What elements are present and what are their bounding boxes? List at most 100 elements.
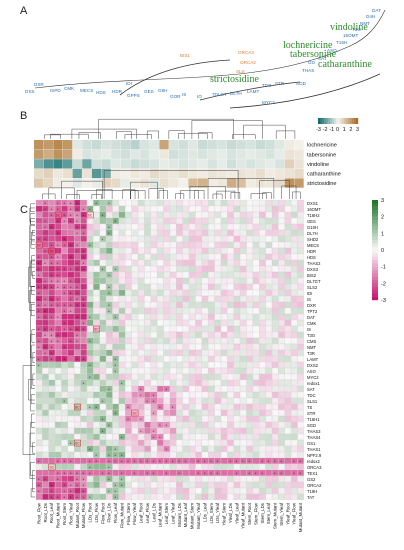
gene-cell bbox=[208, 379, 215, 386]
significance-mark: * bbox=[63, 357, 65, 362]
significance-mark: * bbox=[70, 297, 72, 302]
gene-cell bbox=[246, 463, 253, 470]
gene-cell bbox=[220, 241, 228, 248]
gene-cell bbox=[259, 331, 266, 338]
gene-cell bbox=[42, 301, 49, 308]
gene-cell bbox=[220, 427, 228, 434]
gene-cell bbox=[240, 445, 247, 452]
gene-cell bbox=[80, 367, 87, 374]
gene-cell bbox=[125, 463, 132, 470]
pathway-gene-is: IS bbox=[182, 92, 186, 97]
gene-cell bbox=[125, 379, 132, 386]
significance-mark: * bbox=[108, 291, 110, 296]
significance-mark: * bbox=[300, 471, 302, 476]
gene-cell bbox=[252, 313, 260, 320]
gene-cell bbox=[176, 271, 183, 278]
gene-cell bbox=[125, 481, 132, 488]
gene-cell bbox=[118, 289, 126, 296]
gene-cell bbox=[67, 445, 75, 452]
pathway-gene-str: STR bbox=[275, 81, 285, 86]
gene-cell bbox=[138, 475, 145, 482]
gene-cell bbox=[189, 355, 196, 362]
significance-mark: * bbox=[51, 489, 53, 494]
metabolite-cell bbox=[236, 149, 246, 159]
gene-cell bbox=[99, 283, 107, 290]
gene-cell bbox=[93, 475, 100, 482]
gene-cell bbox=[118, 265, 126, 272]
gene-cell bbox=[291, 421, 298, 428]
gene-cell bbox=[42, 253, 49, 260]
gene-column-label: Stem_Flow bbox=[253, 502, 258, 525]
significance-mark: * bbox=[217, 471, 219, 476]
gene-cell bbox=[252, 325, 260, 332]
significance-mark: * bbox=[57, 231, 59, 236]
gene-cell bbox=[297, 319, 304, 326]
gene-cell bbox=[61, 271, 68, 278]
significance-mark: * bbox=[108, 309, 110, 314]
gene-cell bbox=[240, 409, 247, 416]
gene-cell bbox=[297, 271, 304, 278]
gene-cell bbox=[214, 247, 221, 254]
gene-cell bbox=[118, 349, 126, 356]
gene-cell bbox=[240, 205, 247, 212]
gene-cell bbox=[131, 241, 138, 248]
gene-cell bbox=[233, 439, 241, 446]
gene-cell bbox=[201, 241, 209, 248]
gene-cell bbox=[214, 421, 221, 428]
metabolite-cell bbox=[72, 178, 82, 188]
gene-cell bbox=[163, 361, 170, 368]
gene-cell bbox=[297, 415, 304, 422]
gene-cell bbox=[227, 415, 234, 422]
gene-cell bbox=[220, 391, 228, 398]
gene-cell bbox=[227, 343, 234, 350]
gene-cell bbox=[55, 229, 62, 236]
gene-cell bbox=[227, 385, 234, 392]
gene-row-label: DAT bbox=[307, 315, 316, 320]
gene-cell bbox=[278, 247, 285, 254]
gene-cell bbox=[99, 481, 107, 488]
gene-cell bbox=[208, 307, 215, 314]
significance-mark: * bbox=[83, 255, 85, 260]
gene-cell bbox=[67, 409, 75, 416]
gene-cell bbox=[201, 295, 209, 302]
gene-cell bbox=[93, 433, 100, 440]
gene-cell bbox=[118, 223, 126, 230]
gene-cell bbox=[208, 247, 215, 254]
gene-cell bbox=[169, 241, 177, 248]
gene-cell bbox=[265, 223, 272, 230]
gene-cell bbox=[61, 307, 68, 314]
gene-row-label: GS2 bbox=[307, 477, 316, 482]
gene-cell bbox=[150, 199, 158, 206]
metabolite-cell bbox=[120, 140, 131, 150]
gene-cell bbox=[150, 265, 158, 272]
gene-cell bbox=[182, 379, 189, 386]
gene-cell bbox=[220, 397, 228, 404]
metabolite-cell bbox=[178, 168, 188, 179]
significance-mark: * bbox=[114, 267, 116, 272]
gene-cell bbox=[278, 289, 285, 296]
gene-cell bbox=[278, 409, 285, 416]
gene-cell bbox=[144, 481, 151, 488]
gene-cell bbox=[93, 385, 100, 392]
gene-cell bbox=[278, 373, 285, 380]
gene-cell bbox=[201, 313, 209, 320]
gene-cell bbox=[67, 205, 75, 212]
metabolite-row-label: lochnericine bbox=[307, 143, 337, 149]
gene-cell bbox=[233, 211, 241, 218]
significance-mark: * bbox=[140, 393, 142, 398]
pathway-gene-thas: THAS bbox=[302, 68, 314, 73]
gene-cell bbox=[214, 349, 221, 356]
significance-mark: * bbox=[268, 459, 270, 464]
gene-cell bbox=[195, 493, 202, 500]
legend-swatch bbox=[340, 118, 343, 124]
gene-cell bbox=[246, 319, 253, 326]
significance-mark: * bbox=[44, 285, 46, 290]
gene-cell bbox=[138, 349, 145, 356]
gene-cell bbox=[55, 439, 62, 446]
gene-cell bbox=[169, 217, 177, 224]
metabolite-cell bbox=[188, 149, 198, 159]
gene-cell bbox=[240, 367, 247, 374]
significance-mark: * bbox=[38, 459, 40, 464]
gene-cell bbox=[42, 421, 49, 428]
gene-cell bbox=[182, 409, 189, 416]
